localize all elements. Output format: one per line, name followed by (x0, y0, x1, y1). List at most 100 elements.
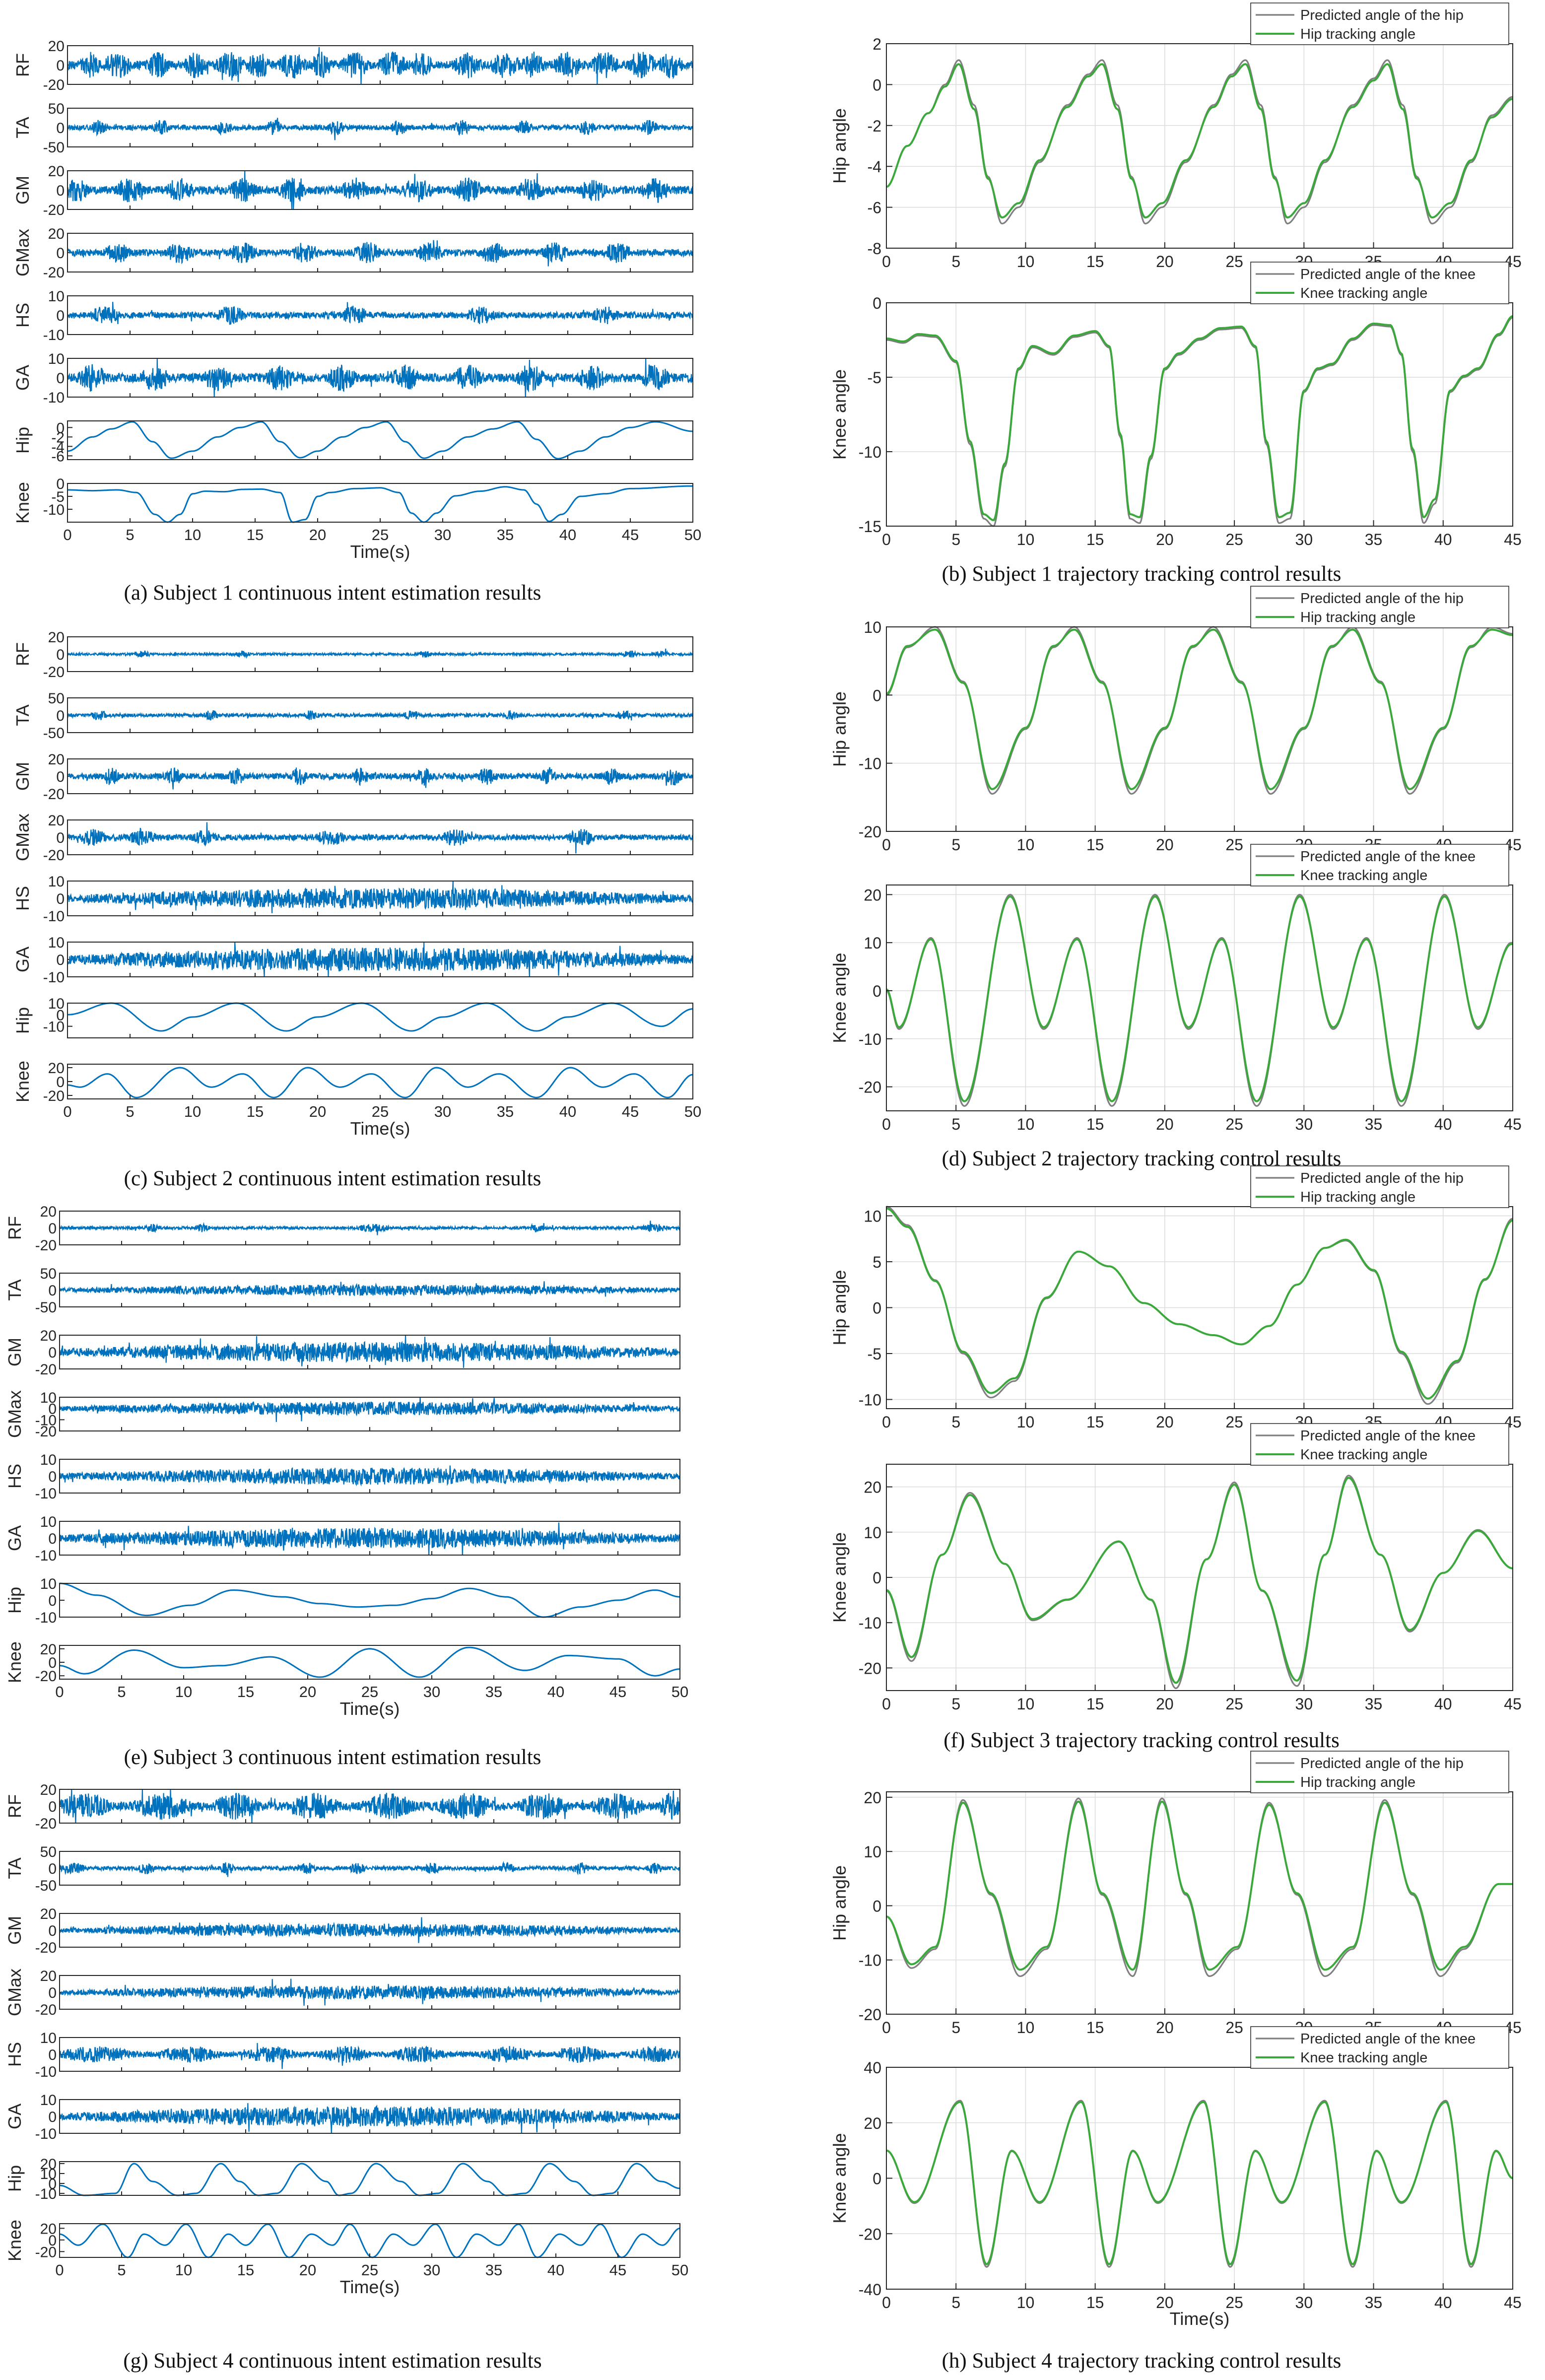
x-tick-label: 0 (55, 2261, 64, 2279)
y-tick-label: 10 (864, 618, 881, 636)
channel-label: GMax (4, 1390, 25, 1438)
x-tick-label: 20 (1156, 836, 1174, 854)
plot-frame (886, 626, 1513, 832)
legend-box (1250, 1423, 1509, 1466)
emg-signal-rf (59, 1221, 680, 1235)
x-axis-title: Time(s) (350, 1118, 410, 1139)
predicted-angle-line (886, 1797, 1513, 1977)
x-tick-label: 25 (1225, 2294, 1243, 2312)
x-tick-label: 10 (1017, 1115, 1035, 1133)
y-tick-label: 20 (864, 886, 881, 904)
y-tick-label: 0 (48, 2047, 57, 2063)
y-tick-label: 20 (864, 1479, 881, 1496)
y-tick-label: -20 (43, 786, 65, 803)
legend-box (1250, 262, 1509, 304)
x-tick-label: 15 (247, 526, 264, 544)
y-tick-label: 0 (48, 1985, 57, 2001)
tracking-angle-line (886, 2101, 1513, 2265)
channel-label: Hip (4, 2165, 25, 2192)
y-tick-label: -50 (43, 139, 65, 156)
x-tick-label: 15 (1086, 1115, 1104, 1133)
x-tick-label: 20 (299, 1683, 316, 1700)
legend-entry: Hip tracking angle (1300, 26, 1415, 42)
panel-e: -20020RF-50050TA-20020GM-20-10010GMax-10… (4, 1204, 688, 1719)
y-tick-label: 0 (48, 1345, 57, 1361)
y-tick-label: -20 (35, 1940, 57, 1956)
caption-a: (a) Subject 1 continuous intent estimati… (124, 581, 541, 605)
channel-label: GM (4, 1916, 25, 1945)
x-tick-label: 45 (1504, 1695, 1522, 1713)
legend-entry: Predicted angle of the hip (1300, 1756, 1464, 1771)
emg-signal-gmax (67, 240, 694, 267)
y-tick-label: -50 (35, 1299, 57, 1316)
predicted-angle-line (886, 626, 1513, 795)
tracking-angle-line (886, 1800, 1513, 1971)
y-tick-label: 10 (40, 1576, 57, 1592)
legend-box (1250, 844, 1509, 886)
x-tick-label: 10 (175, 2261, 192, 2279)
x-tick-label: 5 (951, 1413, 960, 1431)
y-tick-label: -2 (868, 117, 881, 135)
x-tick-label: 25 (372, 1103, 389, 1120)
legend-entry: Hip tracking angle (1300, 610, 1415, 625)
x-tick-label: 20 (1156, 1413, 1174, 1431)
y-axis-title: Hip angle (829, 1865, 850, 1941)
plot-frame (886, 1791, 1513, 2015)
y-tick-label: 0 (56, 1007, 65, 1023)
x-tick-label: 5 (951, 836, 960, 854)
panel-g: -20020RF-50050TA-20020GM-20020GMax-10010… (4, 1782, 688, 2297)
y-tick-label: 50 (48, 101, 65, 117)
legend-entry: Predicted angle of the knee (1300, 849, 1476, 865)
channel-label: HS (4, 2042, 25, 2067)
legend: Predicted angle of the hip Hip tracking a… (1250, 1751, 1509, 1793)
y-tick-label: -20 (43, 77, 65, 93)
y-tick-label: -20 (43, 847, 65, 864)
y-tick-label: -20 (35, 2002, 57, 2018)
channel-label: RF (4, 1794, 25, 1818)
y-tick-label: 0 (48, 2176, 57, 2192)
y-tick-label: 2 (873, 35, 881, 53)
legend-entry: Predicted angle of the hip (1300, 591, 1464, 607)
x-tick-label: 35 (1365, 2294, 1383, 2312)
legend-entry: Predicted angle of the knee (1300, 2031, 1476, 2047)
y-tick-label: 0 (873, 76, 881, 94)
y-tick-label: 10 (40, 1390, 57, 1406)
x-tick-label: 30 (1295, 531, 1313, 548)
angle-trace-knee (67, 485, 693, 523)
y-tick-label: 0 (873, 686, 881, 704)
emg-signal-ta (59, 1281, 681, 1297)
angle-trace-hip (59, 2163, 680, 2196)
emg-signal-gm (59, 1335, 681, 1368)
channel-frame (67, 483, 693, 523)
y-tick-label: -10 (859, 755, 881, 773)
x-tick-label: 0 (882, 2294, 891, 2312)
y-tick-label: 20 (48, 751, 65, 768)
caption-e: (e) Subject 3 continuous intent estimati… (124, 1746, 541, 1769)
y-tick-label: 0 (48, 1593, 57, 1609)
x-tick-label: 0 (882, 2019, 891, 2037)
x-tick-label: 5 (951, 531, 960, 548)
x-tick-label: 30 (1295, 1695, 1313, 1713)
x-tick-label: 25 (1225, 836, 1243, 854)
channel-frame (59, 1645, 680, 1680)
channel-hip: -6-4-20 Hip (12, 420, 693, 465)
y-axis-title: Knee angle (829, 2133, 850, 2223)
y-axis-title: Hip angle (829, 1270, 850, 1345)
x-tick-label: 25 (372, 526, 389, 544)
y-tick-label: -5 (51, 489, 65, 505)
predicted-angle-line (886, 893, 1513, 1107)
channel-label: Hip (12, 427, 33, 454)
channel-label: HS (4, 1464, 25, 1489)
y-tick-label: 5 (873, 1253, 881, 1271)
x-tick-label: 10 (184, 1103, 201, 1120)
x-axis-title: Time(s) (340, 2277, 400, 2297)
y-tick-label: 10 (864, 1843, 881, 1861)
legend: Predicted angle of the knee Knee tracking… (1250, 2026, 1509, 2069)
y-tick-label: -10 (35, 1610, 57, 1626)
